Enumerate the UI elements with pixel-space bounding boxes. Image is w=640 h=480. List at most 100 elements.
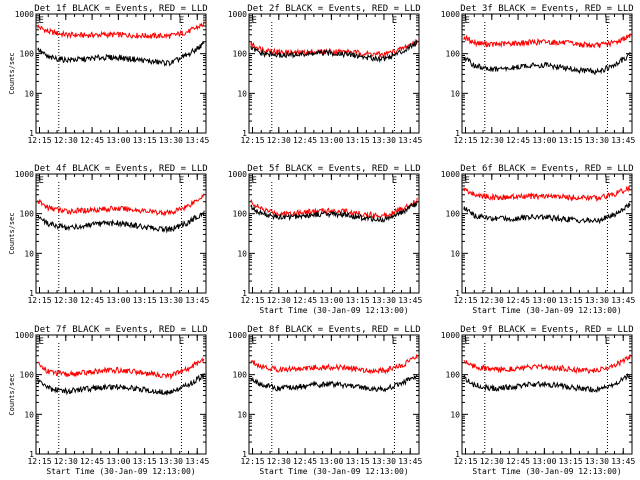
y-tick-label: 1 (29, 129, 34, 138)
x-tick-label: 13:30 (372, 136, 396, 145)
panel-det-5: Det 5f BLACK = Events, RED = LLD 1 10 100 10… (228, 164, 423, 315)
lld-series-line (250, 197, 418, 219)
plot-frame (248, 13, 420, 134)
event-marker-label: E (252, 176, 257, 186)
y-tick-label: 100 (233, 371, 248, 380)
x-tick-label: 12:15 (453, 457, 477, 466)
event-marker-label: E (392, 337, 397, 347)
event-marker-label: E (39, 16, 44, 26)
y-tick-label: 1000 (441, 331, 460, 340)
y-tick-label: 1000 (441, 10, 460, 19)
event-marker-label: E (465, 337, 470, 347)
y-tick-label: 100 (446, 50, 461, 59)
panel-title: Det 5f BLACK = Events, RED = LLD (247, 164, 420, 174)
y-tick-label: 10 (237, 410, 247, 419)
x-tick-label: 12:15 (27, 136, 51, 145)
events-series-line (463, 51, 631, 76)
x-tick-label: 13:00 (106, 136, 130, 145)
x-tick-label: 12:45 (80, 296, 104, 305)
events-series-line (463, 373, 631, 393)
plot-frame (35, 334, 207, 455)
y-axis-label: Counts/sec (8, 373, 16, 415)
x-tick-label: 13:00 (319, 296, 343, 305)
events-series-line (37, 40, 205, 67)
x-axis-label: Start Time (30-Jan-09 12:13:00) (472, 467, 621, 476)
panel-det-2: Det 2f BLACK = Events, RED = LLD 1 10 100 10… (228, 4, 423, 145)
panel-title: Det 4f BLACK = Events, RED = LLD (34, 164, 207, 174)
x-tick-label: 13:30 (159, 136, 183, 145)
x-axis-label: Start Time (30-Jan-09 12:13:00) (46, 467, 195, 476)
event-marker-label: E (179, 16, 184, 26)
panel-title: Det 9f BLACK = Events, RED = LLD (460, 325, 633, 335)
x-tick-label: 12:45 (506, 296, 530, 305)
panel-title: Det 6f BLACK = Events, RED = LLD (460, 164, 633, 174)
y-tick-label: 10 (237, 89, 247, 98)
panel-det-9: Det 9f BLACK = Events, RED = LLD 1 10 100 10… (441, 325, 636, 476)
x-tick-label: 12:30 (480, 457, 504, 466)
event-marker-label: E (39, 337, 44, 347)
event-marker-label: E (179, 176, 184, 186)
x-tick-label: 12:30 (54, 457, 78, 466)
plot-frame (35, 13, 207, 134)
panel-det-6: Det 6f BLACK = Events, RED = LLD 1 10 100 10… (441, 164, 636, 315)
y-tick-label: 1 (455, 289, 460, 298)
y-tick-label: 1000 (15, 170, 34, 179)
x-tick-label: 13:15 (559, 296, 583, 305)
events-series-line (37, 372, 205, 396)
x-tick-label: 12:45 (506, 136, 530, 145)
x-tick-label: 13:30 (372, 457, 396, 466)
event-marker-label: E (465, 16, 470, 26)
y-tick-label: 1 (29, 450, 34, 459)
panel-det-3: Det 3f BLACK = Events, RED = LLD 1 10 100 10… (441, 4, 636, 145)
plot-frame (461, 173, 633, 294)
panel-det-8: Det 8f BLACK = Events, RED = LLD 1 10 100 10… (228, 325, 423, 476)
x-tick-label: 13:00 (106, 457, 130, 466)
y-tick-label: 100 (20, 50, 35, 59)
panel-title: Det 2f BLACK = Events, RED = LLD (247, 4, 420, 14)
event-marker-label: E (39, 176, 44, 186)
y-tick-label: 100 (233, 50, 248, 59)
event-marker-label: E (605, 16, 610, 26)
events-series-line (250, 39, 418, 63)
y-tick-label: 10 (450, 410, 460, 419)
x-tick-label: 12:30 (267, 296, 291, 305)
x-tick-label: 13:45 (398, 457, 422, 466)
y-tick-label: 1000 (15, 331, 34, 340)
lld-series-line (250, 353, 418, 375)
x-tick-label: 12:30 (267, 457, 291, 466)
y-tick-label: 10 (24, 89, 34, 98)
x-tick-label: 12:15 (240, 136, 264, 145)
event-marker-label: E (392, 176, 397, 186)
panel-det-7: Det 7f BLACK = Events, RED = LLD 1 10 100 10… (8, 325, 209, 476)
x-tick-label: 13:30 (372, 296, 396, 305)
y-tick-label: 1000 (15, 10, 34, 19)
y-tick-label: 10 (24, 410, 34, 419)
y-tick-label: 10 (450, 249, 460, 258)
y-tick-label: 1000 (228, 170, 247, 179)
panel-title: Det 7f BLACK = Events, RED = LLD (34, 325, 207, 335)
x-tick-label: 13:15 (133, 457, 157, 466)
y-tick-label: 1 (455, 450, 460, 459)
x-tick-label: 13:00 (532, 136, 556, 145)
x-tick-label: 13:30 (585, 296, 609, 305)
y-tick-label: 100 (446, 210, 461, 219)
events-series-line (37, 210, 205, 234)
y-tick-label: 1000 (228, 331, 247, 340)
lld-series-line (37, 193, 205, 217)
x-tick-label: 13:30 (159, 296, 183, 305)
y-tick-label: 1000 (228, 10, 247, 19)
lld-series-line (37, 357, 205, 381)
y-axis-label: Counts/sec (8, 212, 16, 254)
x-tick-label: 12:45 (293, 296, 317, 305)
y-tick-label: 10 (24, 249, 34, 258)
y-tick-label: 1000 (441, 170, 460, 179)
y-tick-label: 100 (20, 210, 35, 219)
x-axis-label: Start Time (30-Jan-09 12:13:00) (259, 306, 408, 315)
panel-det-1: Det 1f BLACK = Events, RED = LLD 1 10 100 10… (8, 4, 209, 145)
x-tick-label: 13:15 (133, 296, 157, 305)
y-tick-label: 1 (242, 450, 247, 459)
x-tick-label: 12:45 (293, 136, 317, 145)
lld-series-line (463, 186, 631, 202)
x-tick-label: 13:30 (585, 457, 609, 466)
panel-title: Det 8f BLACK = Events, RED = LLD (247, 325, 420, 335)
